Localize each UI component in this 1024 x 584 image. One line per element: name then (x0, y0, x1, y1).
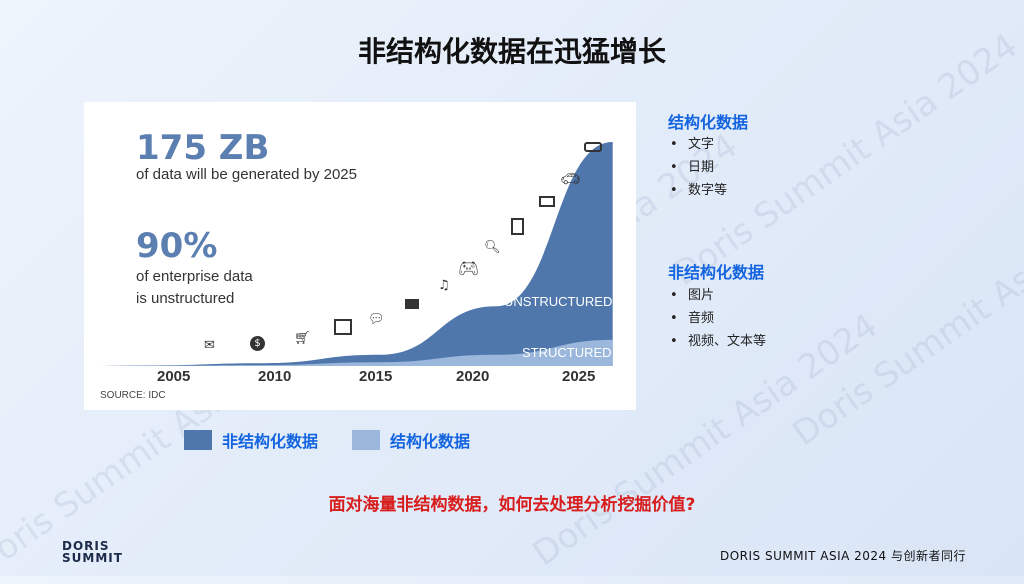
logo-line-2: SUMMIT (62, 551, 123, 565)
tick-label-2025: 2025 (562, 368, 596, 385)
film-icon (405, 299, 419, 309)
source-note: SOURCE: IDC (100, 390, 166, 401)
structured-heading: 结构化数据 (668, 113, 749, 132)
list-item: • 视频、文本等 (670, 334, 767, 349)
footer-tagline: DORIS SUMMIT ASIA 2024 与创新者同行 (719, 549, 966, 563)
list-item: • 日期 (670, 160, 715, 175)
chat-icon: 💬︎ (368, 312, 385, 327)
structured-list: • 文字 • 日期 • 数字等 (670, 133, 727, 202)
unstructured-area (100, 142, 613, 366)
stat-90pct-caption-1: of enterprise data (136, 268, 253, 285)
music-icon: ♫ (438, 278, 450, 293)
tick-label-2010: 2010 (258, 368, 292, 385)
watermark: Doris Summit Asia 2024 (785, 186, 1024, 455)
list-item: • 图片 (670, 288, 715, 303)
stat-175zb-caption: of data will be generated by 2025 (136, 166, 357, 183)
growth-chart: 175 ZB of data will be generated by 2025… (84, 102, 636, 410)
structured-area (100, 339, 613, 366)
structured-label: STRUCTURED (522, 345, 612, 360)
area-chart-svg (100, 142, 613, 366)
legend-label: 非结构化数据 (222, 432, 319, 451)
list-item: • 数字等 (670, 183, 728, 198)
legend-item-unstructured: 非结构化数据 (184, 428, 318, 452)
legend-label: 结构化数据 (390, 432, 471, 451)
gamepad-icon: 🎮︎ (458, 259, 480, 279)
search-icon: 🔍︎ (484, 240, 501, 255)
stat-90pct: 90% (136, 226, 218, 266)
stat-90pct-caption-2: is unstructured (136, 290, 235, 307)
doris-summit-logo: DORIS SUMMIT (62, 540, 123, 564)
document-icon (511, 218, 524, 235)
unstructured-label: UNSTRUCTURED (504, 294, 613, 309)
mail-icon: ✉ (204, 338, 215, 353)
slide-title: 非结构化数据在迅猛增长 (357, 35, 666, 68)
dollar-icon: $ (250, 336, 265, 351)
legend-swatch (352, 430, 380, 450)
stat-175zb: 175 ZB (136, 128, 270, 168)
image-icon (334, 319, 352, 335)
legend-item-structured: 结构化数据 (352, 428, 470, 452)
unstructured-list: • 图片 • 音频 • 视频、文本等 (670, 284, 766, 353)
tick-label-2020: 2020 (456, 368, 490, 385)
legend-swatch (184, 430, 212, 450)
cart-icon: 🛒︎ (294, 331, 311, 346)
car-icon: 🚗︎ (560, 169, 581, 188)
list-item: • 音频 (670, 311, 715, 326)
billboard-icon (539, 196, 555, 207)
unstructured-heading: 非结构化数据 (668, 263, 765, 282)
tick-label-2015: 2015 (359, 368, 393, 385)
logo-line-1: DORIS (62, 539, 110, 553)
tick-label-2005: 2005 (157, 368, 191, 385)
list-item: • 文字 (670, 137, 715, 152)
key-question: 面对海量非结构数据，如何去处理分析挖掘价值? (328, 495, 696, 515)
router-icon (584, 142, 602, 152)
